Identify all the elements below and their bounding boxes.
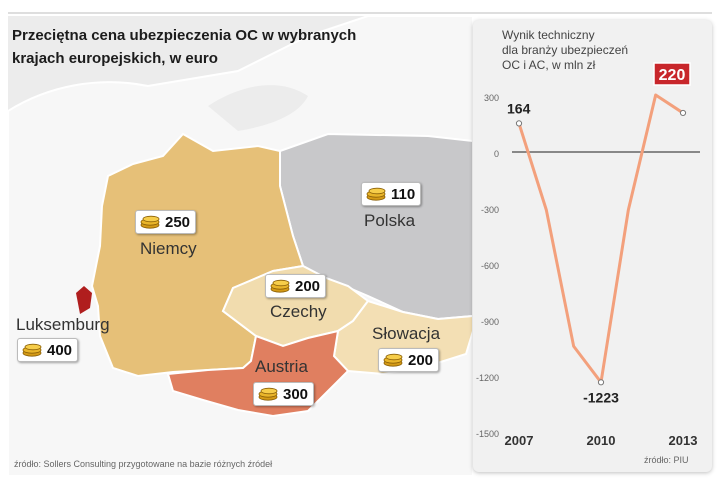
price-badge-luksemburg: 400	[17, 338, 79, 362]
country-label-czechy: Czechy	[270, 302, 327, 321]
chart-caption-line-1: Wynik techniczny	[502, 28, 595, 42]
data-label-min: -1223	[583, 389, 619, 405]
y-tick-label: -300	[481, 205, 499, 215]
series-line	[517, 93, 684, 384]
data-point	[515, 120, 523, 127]
price-badge-slowacja: 200	[378, 348, 440, 372]
price-badge-niemcy: 250	[135, 210, 197, 234]
coin-stack-icon	[366, 187, 386, 201]
y-tick-label: 300	[484, 93, 499, 103]
price-badge-czechy: 200	[265, 274, 327, 298]
y-tick-label: 0	[494, 149, 499, 159]
chart-caption: Wynik techniczny dla branży ubezpieczeń …	[502, 28, 628, 73]
y-tick-label: -1200	[476, 373, 499, 383]
map-title: Przeciętna cena ubezpieczenia OC w wybra…	[12, 24, 356, 70]
country-label-polska: Polska	[364, 211, 416, 230]
data-point	[679, 109, 687, 117]
coin-stack-icon	[383, 353, 403, 367]
chart-caption-line-2: dla branży ubezpieczeń	[502, 43, 629, 57]
map-source: źródło: Sollers Consulting przygotowane …	[14, 459, 273, 469]
x-tick-label: 2007	[505, 433, 534, 448]
coin-stack-icon	[140, 215, 160, 229]
sea-bay	[208, 85, 308, 131]
country-label-luksemburg: Luksemburg	[16, 315, 110, 334]
data-point	[597, 379, 605, 386]
y-tick-label: -1500	[476, 429, 499, 439]
price-value: 400	[47, 341, 73, 359]
price-value: 250	[165, 213, 191, 231]
coin-stack-icon	[22, 343, 42, 357]
map-title-line-1: Przeciętna cena ubezpieczenia OC w wybra…	[12, 27, 357, 44]
map-shapes	[8, 16, 473, 476]
price-value: 300	[283, 385, 309, 403]
europe-map	[8, 16, 473, 476]
data-label-first: 164	[507, 100, 531, 116]
price-badge-austria: 300	[253, 382, 315, 406]
country-label-slowacja: Słowacja	[372, 324, 441, 343]
coin-stack-icon	[258, 387, 278, 401]
chart-caption-line-3: OC i AC, w mln zł	[502, 58, 596, 72]
map-title-line-2: krajach europejskich, w euro	[12, 50, 218, 67]
x-tick-label: 2013	[669, 433, 698, 448]
country-luxembourg	[76, 286, 92, 314]
price-value: 200	[295, 277, 321, 295]
coin-stack-icon	[270, 279, 290, 293]
chart-panel	[473, 20, 712, 472]
price-value: 110	[391, 185, 416, 203]
price-badge-polska: 110	[361, 182, 422, 206]
top-divider	[8, 12, 712, 14]
chart-source: źródło: PIU	[644, 455, 689, 465]
y-tick-label: -600	[481, 261, 499, 271]
country-label-austria: Austria	[255, 357, 308, 376]
country-label-niemcy: Niemcy	[140, 239, 197, 258]
x-tick-label: 2010	[587, 433, 616, 448]
data-label-last: 220	[659, 67, 686, 84]
price-value: 200	[408, 351, 434, 369]
y-tick-label: -900	[481, 317, 499, 327]
data-label-last-box	[653, 62, 691, 86]
